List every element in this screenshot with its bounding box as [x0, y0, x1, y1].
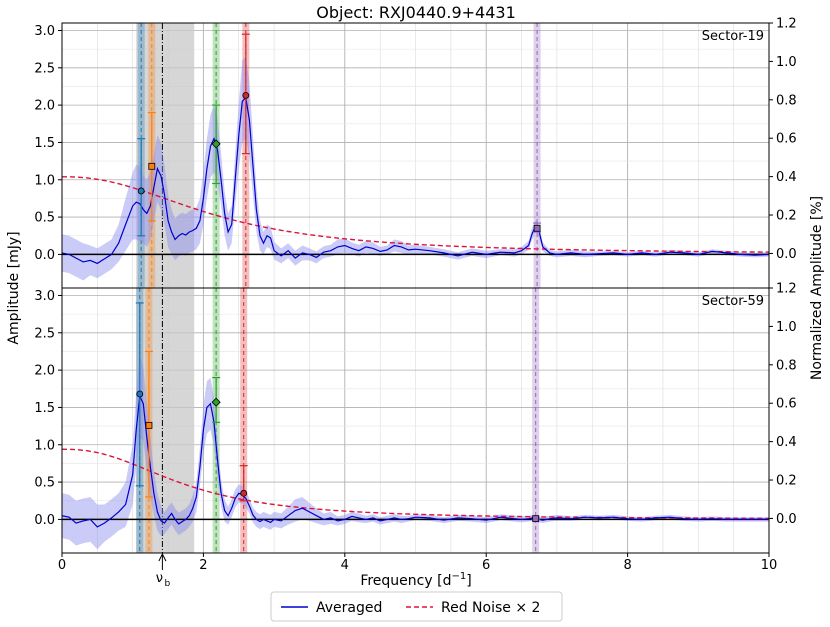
- x-tick-label: 0: [58, 558, 66, 573]
- peak-marker-green: [211, 397, 221, 407]
- y-tick-label-right: 0.8: [776, 93, 797, 108]
- y-tick-label-left: 1.0: [34, 173, 55, 188]
- y-tick-label-right: 0.0: [776, 512, 797, 527]
- nu-b-label: ν: [156, 571, 163, 586]
- y-tick-label-right: 0.2: [776, 474, 797, 489]
- uncertainty-band: [62, 355, 769, 550]
- red-noise-line: [62, 448, 769, 520]
- peak-band-purple: [532, 288, 540, 553]
- y-tick-label-right: 0.8: [776, 358, 797, 373]
- nu-b-arrow-head: [158, 552, 167, 562]
- x-tick-label: 6: [482, 558, 490, 573]
- y-tick-label-right: 0.2: [776, 209, 797, 224]
- peak-band-purple: [533, 23, 541, 288]
- x-axis-label-exponent: −1: [451, 571, 466, 582]
- nu-b-subscript: b: [165, 579, 171, 589]
- x-axis-label-main: Frequency [d: [360, 573, 451, 589]
- peak-marker-blue: [136, 390, 144, 398]
- y-tick-label-right: 0.4: [776, 170, 797, 185]
- sector-label: Sector-59: [702, 294, 764, 309]
- peak-marker-orange: [145, 421, 153, 429]
- x-axis-label-close: ]: [466, 573, 471, 589]
- x-axis-label: Frequency [d−1]: [360, 571, 471, 589]
- legend-label-red-noise: Red Noise × 2: [441, 600, 540, 616]
- y-tick-label-right: 0.4: [776, 435, 797, 450]
- y-tick-label-right: 1.2: [776, 17, 797, 32]
- y-tick-label-left: 0.0: [34, 248, 55, 263]
- y-tick-label-right: 0.6: [776, 397, 797, 412]
- peak-band-red: [240, 288, 248, 553]
- y-axis-label-left: Amplitude [mJy]: [6, 231, 22, 344]
- y-tick-label-left: 2.5: [34, 326, 55, 341]
- plot-area: [62, 288, 769, 553]
- y-tick-label-right: 0.0: [776, 247, 797, 262]
- legend-label-averaged: Averaged: [316, 600, 382, 616]
- panel-sector-59: 0.0 0.5 1.0 1.5 2.0 2.5 3.0 0.0 0.2 0.4 0.6 0.8 1.0 1…: [34, 282, 797, 554]
- legend: Averaged Red Noise × 2: [270, 591, 563, 622]
- y-tick-label-left: 3.0: [34, 24, 55, 39]
- red-noise-line: [62, 176, 769, 253]
- peak-marker-blue: [137, 187, 145, 195]
- y-tick-label-left: 3.0: [34, 289, 55, 304]
- peak-band-red: [242, 23, 250, 288]
- peak-marker-orange: [148, 162, 156, 170]
- averaged-line: [62, 96, 769, 265]
- y-tick-label-left: 2.0: [34, 364, 55, 379]
- peak-marker-red: [242, 92, 250, 99]
- peak-marker-green: [211, 139, 221, 149]
- x-axis: 0 2 4 6 8 10: [58, 553, 777, 573]
- grey-band: [136, 288, 195, 553]
- x-tick-label: 10: [761, 558, 778, 573]
- peak-marker-purple: [533, 224, 541, 232]
- plot-area: [62, 23, 769, 288]
- y-tick-label-right: 1.0: [776, 55, 797, 70]
- x-tick-label: 4: [341, 558, 349, 573]
- y-tick-label-right: 1.2: [776, 282, 797, 297]
- y-tick-label-left: 1.0: [34, 438, 55, 453]
- peak-marker-red: [240, 489, 248, 497]
- y-tick-label-left: 1.5: [34, 136, 55, 151]
- y-axis-label-right: Normalized Amplitude [%]: [809, 196, 825, 380]
- grey-band: [136, 23, 195, 288]
- y-tick-label-left: 2.0: [34, 99, 55, 114]
- panel-sector-19: 0.0 0.5 1.0 1.5 2.0 2.5 3.0 0.0 0.2 0.4 0.6 0.8 1.0 1…: [34, 17, 797, 289]
- sector-label: Sector-19: [702, 29, 764, 44]
- averaged-line: [62, 393, 769, 528]
- y-tick-label-right: 1.0: [776, 320, 797, 335]
- y-tick-label-left: 2.5: [34, 61, 55, 76]
- peak-marker-purple: [532, 515, 540, 523]
- y-tick-label-left: 0.5: [34, 476, 55, 491]
- y-tick-label-right: 0.6: [776, 132, 797, 147]
- y-tick-label-left: 1.5: [34, 401, 55, 416]
- panel-frame: [61, 287, 770, 554]
- uncertainty-band: [62, 56, 769, 281]
- chart-title: Object: RXJ0440.9+4431: [316, 3, 516, 22]
- x-tick-label: 8: [623, 558, 631, 573]
- y-tick-label-left: 0.0: [34, 513, 55, 528]
- y-tick-label-left: 0.5: [34, 211, 55, 226]
- x-tick-label: 2: [199, 558, 207, 573]
